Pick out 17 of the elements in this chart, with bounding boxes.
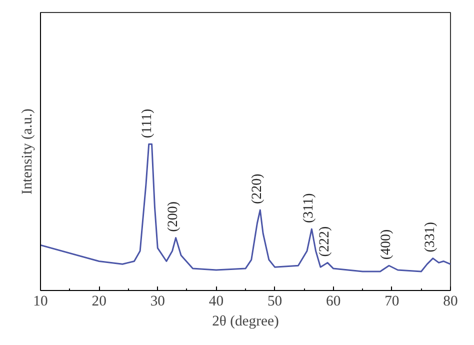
x-axis-title: 2θ (degree) [212,314,280,330]
annotation: (220) [250,173,266,204]
annotation: (111) [140,108,156,138]
x-tick-label: 10 [33,294,48,310]
annotation: (311) [302,192,317,224]
x-tick-label: 40 [208,294,224,310]
annotation: (222) [318,226,332,257]
x-tick-label: 80 [443,294,458,310]
x-tick-label: 20 [92,294,106,310]
x-tick-label: 30 [150,294,165,310]
x-tick-label: 60 [326,294,341,310]
x-tick-label: 70 [384,294,400,310]
y-axis-title: Intensity (a.u.) [20,108,36,194]
annotation: (400) [379,228,394,260]
annotation: (200) [166,201,181,232]
annotation: (331) [422,222,438,252]
x-tick-label: 50 [267,294,282,310]
